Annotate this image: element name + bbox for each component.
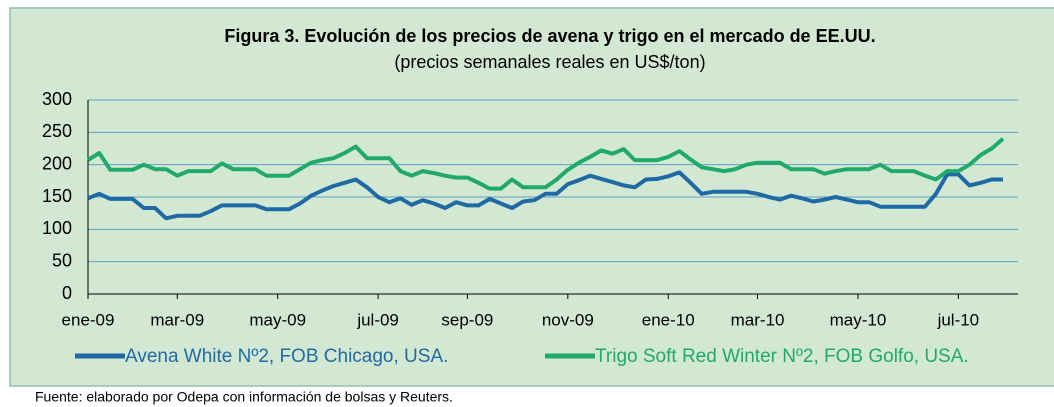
x-tick-label: sep-09 (441, 310, 493, 329)
y-tick-label: 150 (42, 186, 72, 206)
x-tick-label: mar-10 (731, 310, 785, 329)
x-tick-label: jul-10 (937, 310, 980, 329)
x-tick-label: nov-09 (542, 310, 594, 329)
x-tick-label: ene-09 (62, 310, 115, 329)
y-tick-label: 200 (42, 153, 72, 173)
legend-label: Avena White Nº2, FOB Chicago, USA. (125, 346, 448, 367)
y-tick-label: 100 (42, 218, 72, 238)
series-line (87, 170, 1003, 221)
chart-subtitle: (precios semanales reales en US$/ton) (394, 52, 705, 72)
y-tick-label: 300 (42, 89, 72, 109)
y-tick-label: 250 (42, 121, 72, 141)
x-tick-label: may-10 (830, 310, 887, 329)
legend-label: Trigo Soft Red Winter Nº2, FOB Golfo, US… (595, 346, 969, 367)
x-tick-label: mar-09 (150, 310, 204, 329)
x-tick-label: jul-09 (356, 310, 399, 329)
x-tick-label: may-09 (249, 310, 306, 329)
y-tick-label: 0 (62, 283, 72, 303)
y-tick-label: 50 (52, 250, 72, 270)
chart-title: Figura 3. Evolución de los precios de av… (224, 26, 875, 46)
x-tick-label: ene-10 (642, 310, 695, 329)
series-line (86, 137, 1005, 191)
source-note: Fuente: elaborado por Odepa con informac… (35, 389, 453, 405)
